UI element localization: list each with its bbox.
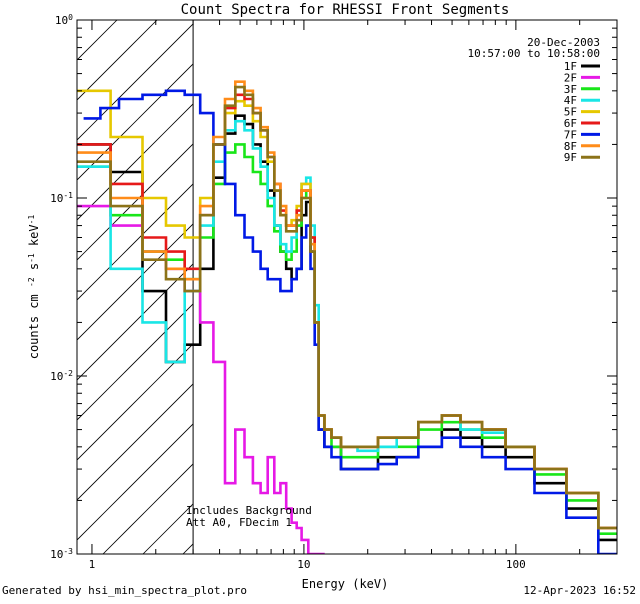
legend-label-2F: 2F [564, 71, 577, 84]
legend-label-1F: 1F [564, 60, 577, 73]
legend-label-8F: 8F [564, 140, 577, 153]
hatch-line [77, 103, 194, 221]
legend-date: 20-Dec-2003 [527, 36, 600, 49]
y-label-part: keV [27, 224, 41, 253]
hatch-line [383, 20, 640, 554]
series-line-8F [77, 80, 617, 530]
hatch-line [77, 343, 194, 461]
hatch-line [102, 463, 194, 554]
y-label-part: s [27, 263, 41, 277]
y-tick-label: 10-1 [50, 191, 73, 206]
series-line-5F [77, 89, 617, 530]
hatch-line [77, 263, 194, 381]
x-axis-label: Energy (keV) [302, 577, 389, 591]
legend-label-5F: 5F [564, 106, 577, 119]
legend-time-range: 10:57:00 to 10:58:00 [468, 47, 600, 60]
annotation-attenuator: Att A0, FDecim 1 [186, 516, 292, 529]
x-tick-label: 100 [506, 558, 526, 571]
hatch-line [77, 423, 194, 541]
axes-group [77, 19, 618, 555]
chart-title: Count Spectra for RHESSI Front Segments [181, 2, 510, 18]
hatch-line [77, 63, 194, 181]
hatch-line [77, 20, 78, 21]
y-axis-label-text: counts cm [27, 294, 41, 359]
y-label-sup: -1 [27, 253, 36, 263]
hatch-line [77, 183, 194, 301]
series-group [77, 80, 617, 554]
x-tick-label: 1 [89, 558, 96, 571]
y-axis-label: counts cm -2 s-1 keV-1 [27, 215, 42, 360]
hatch-line [77, 143, 194, 261]
legend-label-3F: 3F [564, 83, 577, 96]
footer-generated-by: Generated by hsi_min_spectra_plot.pro [2, 584, 247, 597]
hatch-line [77, 20, 118, 61]
hatch-line [77, 223, 194, 341]
legend-label-4F: 4F [564, 94, 577, 107]
hatch-line [423, 20, 640, 554]
y-label-sup: -2 [27, 277, 36, 287]
tick-labels: 1 10 100 100 10-1 10-2 10-3 [50, 13, 526, 572]
x-tick-label: 10 [297, 558, 310, 571]
footer-timestamp: 12-Apr-2023 16:52 [523, 584, 636, 597]
series-line-4F [77, 119, 617, 530]
y-tick-label: 10-2 [50, 369, 73, 384]
legend-label-6F: 6F [564, 117, 577, 130]
hatch-line [77, 383, 194, 501]
plot-frame [76, 19, 618, 555]
series-line-7F [83, 89, 617, 554]
annotation-background: Includes Background [186, 504, 312, 517]
series-line-9F [77, 85, 617, 530]
y-tick-label: 100 [55, 13, 73, 28]
hatch-line [223, 20, 640, 554]
hatch-line [623, 20, 640, 554]
series-line-6F [77, 93, 617, 530]
y-tick-label: 10-3 [50, 547, 73, 562]
y-label-sup: -1 [27, 215, 36, 225]
legend-label-9F: 9F [564, 151, 577, 164]
legend-label-7F: 7F [564, 128, 577, 141]
